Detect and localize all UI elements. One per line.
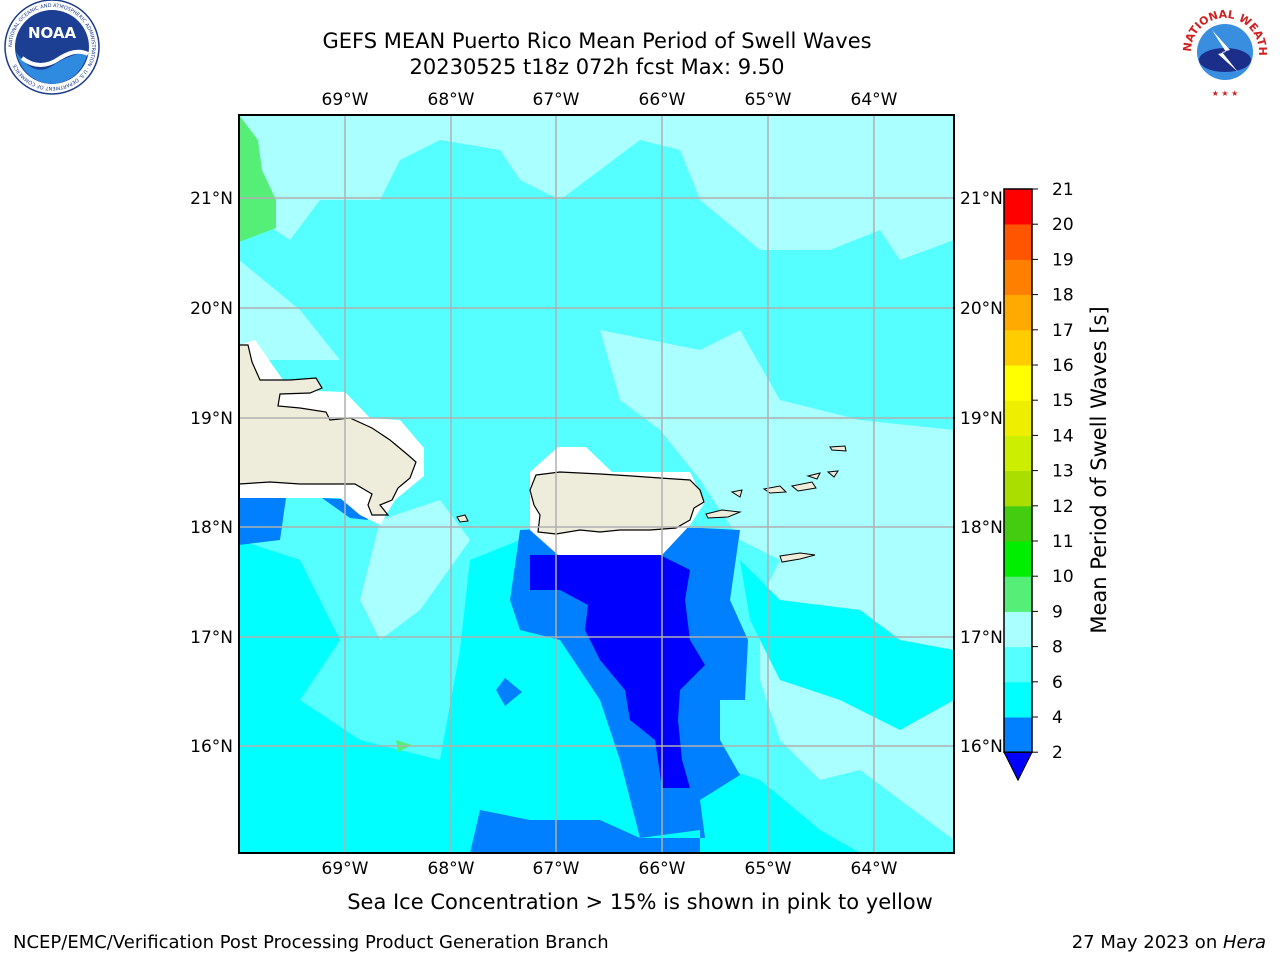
colorbar-segment	[1004, 470, 1032, 507]
band-green-northwest	[239, 115, 276, 242]
band-blue-spot	[496, 678, 522, 706]
colorbar-tick-label: 20	[1052, 215, 1074, 235]
nws-stars: ★ ★ ★	[1212, 89, 1239, 98]
land-st-croix	[779, 552, 816, 563]
footer-date: 27 May 2023 on	[1071, 932, 1223, 953]
colorbar-segment	[1004, 259, 1032, 296]
lon-label-top: 68°W	[428, 90, 475, 110]
footer-right: 27 May 2023 on Hera	[1072, 932, 1266, 953]
footer-left: NCEP/EMC/Verification Post Processing Pr…	[13, 932, 609, 953]
colorbar-segment	[1004, 224, 1032, 260]
lon-label-bottom: 67°W	[533, 859, 580, 879]
land-anegada	[829, 445, 847, 452]
colorbar-tick-label: 6	[1052, 673, 1063, 693]
colorbar-tick-label: 19	[1052, 250, 1074, 270]
lon-label-top: 64°W	[851, 90, 898, 110]
lon-label-bottom: 66°W	[639, 859, 686, 879]
band-cyan-east	[740, 560, 954, 730]
colorbar-segment	[1004, 294, 1032, 331]
band-blue-west	[239, 498, 286, 545]
colorbar-segment	[1004, 576, 1032, 612]
colorbar-tick-label: 10	[1052, 567, 1074, 587]
lon-label-top: 67°W	[533, 90, 580, 110]
land-puerto-rico	[529, 471, 705, 535]
lat-label-right: 20°N	[960, 299, 1003, 319]
land-mona	[456, 514, 469, 523]
colorbar-tick-label: 17	[1052, 321, 1074, 341]
chart-title-line2: 20230525 t18z 072h fcst Max: 9.50	[409, 55, 785, 79]
colorbar-tick-label: 15	[1052, 391, 1074, 411]
colorbar-tick-label: 21	[1052, 180, 1074, 200]
colorbar-segment	[1004, 329, 1032, 366]
land-vieques	[705, 509, 742, 519]
colorbar-tick-label: 16	[1052, 356, 1074, 376]
colorbar-segment	[1004, 611, 1032, 648]
lat-label-left: 19°N	[190, 409, 233, 429]
lat-label-left: 16°N	[190, 737, 233, 757]
colorbar-tick-label: 8	[1052, 638, 1063, 658]
lat-label-right: 21°N	[960, 189, 1003, 209]
lon-label-bottom: 69°W	[322, 859, 369, 879]
colorbar-segment	[1004, 435, 1032, 472]
lon-label-bottom: 68°W	[428, 859, 475, 879]
colorbar-tick-label: 11	[1052, 532, 1074, 552]
land-culebra	[730, 489, 743, 498]
band-light-north	[239, 115, 954, 260]
lat-label-left: 20°N	[190, 299, 233, 319]
lat-label-right: 19°N	[960, 409, 1003, 429]
noaa-logo: NOAA NATIONAL OCEANIC AND ATMOSPHERIC AD…	[4, 0, 100, 95]
band-light-south	[360, 500, 470, 640]
colorbar-tick-label: 9	[1052, 602, 1063, 622]
colorbar-tick-label: 2	[1052, 743, 1063, 763]
band-light-west	[239, 260, 340, 360]
lat-label-left: 21°N	[190, 189, 233, 209]
footer-host: Hera	[1222, 932, 1266, 953]
band-cyan-southwest	[239, 540, 470, 853]
colorbar-tick-label: 14	[1052, 426, 1074, 446]
lat-label-right: 16°N	[960, 737, 1003, 757]
colorbar-segment	[1004, 505, 1032, 542]
colorbar-segment	[1004, 717, 1032, 753]
sea-ice-caption: Sea Ice Concentration > 15% is shown in …	[347, 890, 933, 914]
colorbar: 21 20 19 18 17 16 15 14 13 12 11 10 9 8 6 4 2	[1003, 180, 1074, 782]
lat-label-left: 18°N	[190, 518, 233, 538]
lat-labels: 21°N 20°N 19°N 18°N 17°N 16°N 21°N 20°N …	[190, 189, 1003, 757]
land-virgin-islands	[762, 470, 840, 494]
colorbar-segment-top	[1004, 189, 1032, 225]
nws-logo: NATIONAL WEATHER SERVICE ★ ★ ★	[1172, 0, 1271, 98]
colorbar-tick-label: 13	[1052, 462, 1074, 482]
colorbar-segment	[1004, 681, 1032, 718]
colorbar-tick-label: 18	[1052, 286, 1074, 306]
graticule	[239, 115, 954, 853]
lat-label-right: 18°N	[960, 518, 1003, 538]
colorbar-segment	[1004, 646, 1032, 683]
colorbar-segment	[1004, 400, 1032, 436]
colorbar-segment	[1004, 541, 1032, 577]
noaa-logo-text: NOAA	[28, 24, 77, 42]
lat-label-right: 17°N	[960, 628, 1003, 648]
land-hispaniola	[239, 344, 417, 516]
lon-label-bottom: 65°W	[745, 859, 792, 879]
lon-label-bottom: 64°W	[851, 859, 898, 879]
colorbar-segment	[1004, 365, 1032, 401]
colorbar-tick-label: 4	[1052, 708, 1063, 728]
chart-title-line1: GEFS MEAN Puerto Rico Mean Period of Swe…	[322, 29, 872, 53]
map-frame	[238, 114, 955, 854]
colorbar-extend-triangle	[1003, 751, 1033, 782]
map-field	[239, 115, 954, 853]
colorbar-label: Mean Period of Swell Waves [s]	[1087, 306, 1111, 633]
lat-label-left: 17°N	[190, 628, 233, 648]
colorbar-tick-label: 12	[1052, 497, 1074, 517]
lon-label-top: 65°W	[745, 90, 792, 110]
lon-label-top: 66°W	[639, 90, 686, 110]
lon-labels: 69°W 68°W 67°W 66°W 65°W 64°W 69°W 68°W …	[322, 90, 898, 879]
lon-label-top: 69°W	[322, 90, 369, 110]
